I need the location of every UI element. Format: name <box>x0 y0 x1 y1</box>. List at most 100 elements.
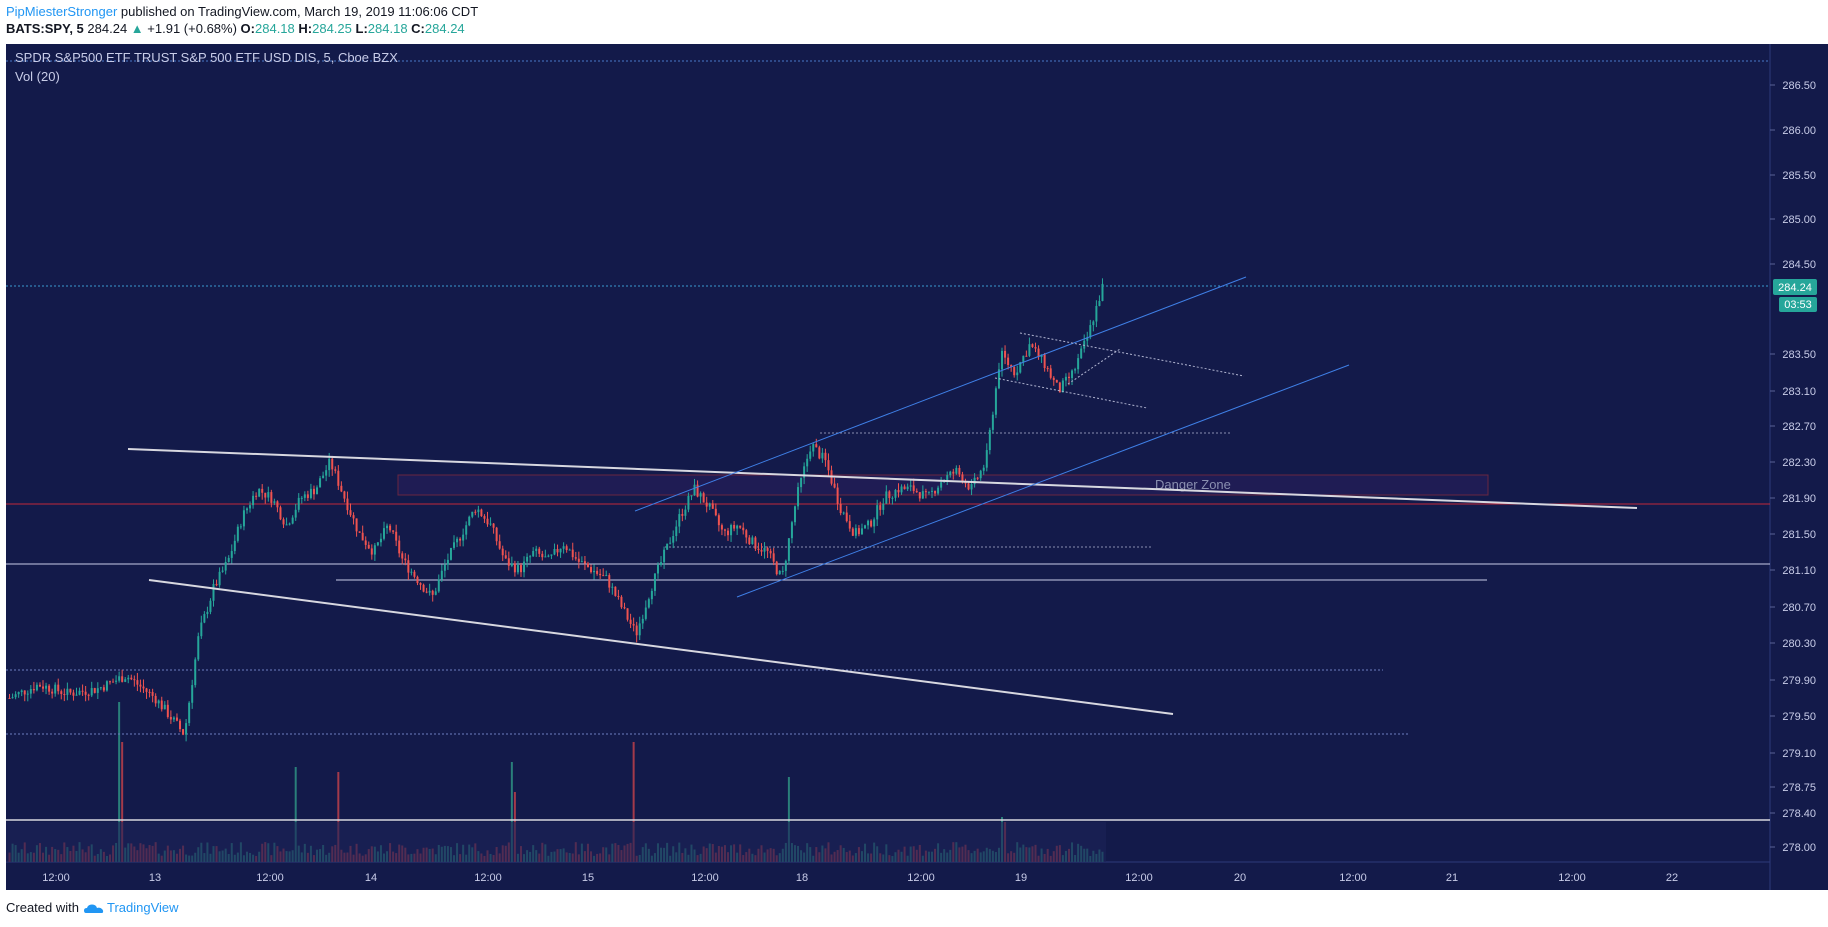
candle-body <box>705 502 708 507</box>
candle-body <box>821 452 824 459</box>
tradingview-brand-link[interactable]: TradingView <box>106 900 179 915</box>
candle-body <box>312 488 315 495</box>
candle-body <box>717 515 720 526</box>
candle-body <box>285 524 288 526</box>
candle-body <box>775 561 778 575</box>
candle-body <box>389 525 392 531</box>
candle-body <box>720 525 723 530</box>
candle-body <box>730 524 733 536</box>
candle-body <box>63 694 66 696</box>
candle-body <box>1022 355 1025 363</box>
time-tick-label: 20 <box>1234 872 1246 884</box>
candle-body <box>626 608 629 620</box>
price-tick-label: 279.10 <box>1782 748 1816 760</box>
candle-body <box>623 607 626 609</box>
candle-body <box>1083 340 1086 349</box>
candle-body <box>854 528 857 536</box>
candle-body <box>745 530 748 538</box>
candle-body <box>1025 355 1028 357</box>
candle-body <box>51 691 54 694</box>
candle-body <box>793 506 796 523</box>
candle-body <box>1031 344 1034 347</box>
candle-body <box>422 584 425 592</box>
candle-body <box>200 622 203 637</box>
candle-body <box>565 546 568 551</box>
symbol-label: BATS:SPY, 5 <box>6 21 84 36</box>
candle-body <box>245 508 248 511</box>
tradingview-cloud-icon <box>83 904 104 913</box>
candle-body <box>376 542 379 546</box>
volume-pane-shade <box>6 822 1106 862</box>
time-tick-label: 18 <box>796 872 808 884</box>
candle-body <box>666 543 669 550</box>
candle-body <box>60 691 63 695</box>
candle-body <box>1058 382 1061 393</box>
candle-body <box>483 516 486 519</box>
low-label: L: <box>355 21 368 36</box>
candle-body <box>489 523 492 525</box>
candle-body <box>672 535 675 543</box>
candle-body <box>702 493 705 503</box>
candle-body <box>504 555 507 559</box>
candle-body <box>26 693 29 695</box>
time-tick-label: 21 <box>1446 872 1458 884</box>
candle-body <box>900 486 903 493</box>
volume-bar <box>337 772 340 862</box>
candle-body <box>848 521 851 529</box>
candle-body <box>346 498 349 511</box>
close-label: C: <box>411 21 425 36</box>
volume-indicator-label: Vol (20) <box>15 69 60 84</box>
candle-body <box>486 518 489 525</box>
candle-body <box>373 545 376 555</box>
candle-body <box>112 681 115 683</box>
symbol-header: BATS:SPY, 5 284.24 ▲ +1.91 (+0.68%) O:28… <box>6 21 465 36</box>
candle-body <box>355 518 358 532</box>
candle-body <box>175 717 178 721</box>
candle-body <box>1098 300 1101 306</box>
volume-bar <box>632 742 635 862</box>
price-axis: 286.50 286.00 285.50 285.00 284.50 283.50 283.… <box>1770 80 1816 854</box>
candle-body <box>99 687 102 689</box>
candle-body <box>462 534 465 541</box>
high-value: 284.25 <box>312 21 352 36</box>
candle-body <box>492 523 495 528</box>
candle-body <box>148 691 151 693</box>
candle-body <box>130 677 133 680</box>
candle-body <box>867 520 870 526</box>
candle-body <box>815 444 818 448</box>
candle-body <box>361 532 364 541</box>
horizontal-levels <box>6 60 1770 821</box>
candle-body <box>395 531 398 541</box>
price-change: +1.91 (+0.68%) <box>147 21 237 36</box>
volume-bar <box>510 762 513 862</box>
price-tick-label: 282.30 <box>1782 457 1816 469</box>
candle-body <box>1074 369 1077 371</box>
author-link[interactable]: PipMiesterStronger <box>6 4 118 19</box>
candle-body <box>937 487 940 494</box>
candle-body <box>1016 372 1019 376</box>
candle-body <box>288 523 291 525</box>
candle-body <box>663 549 666 563</box>
candle-body <box>69 688 72 693</box>
candle-body <box>958 467 961 475</box>
candle-body <box>1064 376 1067 381</box>
price-axis-background <box>1770 44 1828 890</box>
price-tick-label: 285.00 <box>1782 214 1816 226</box>
candle-body <box>851 528 854 536</box>
candle-body <box>197 636 200 660</box>
danger-zone-label: Danger Zone <box>1155 477 1231 492</box>
candle-body <box>620 596 623 608</box>
candle-body <box>760 549 763 552</box>
candle-body <box>419 583 422 585</box>
candle-body <box>474 511 477 513</box>
candle-body <box>924 491 927 493</box>
candle-body <box>605 575 608 577</box>
countdown-badge <box>1779 297 1817 312</box>
candle-body <box>693 484 696 496</box>
candle-body <box>407 560 410 573</box>
candle-body <box>160 700 163 710</box>
candle-body <box>282 519 285 525</box>
price-tick-label: 280.70 <box>1782 602 1816 614</box>
candle-body <box>669 542 672 544</box>
